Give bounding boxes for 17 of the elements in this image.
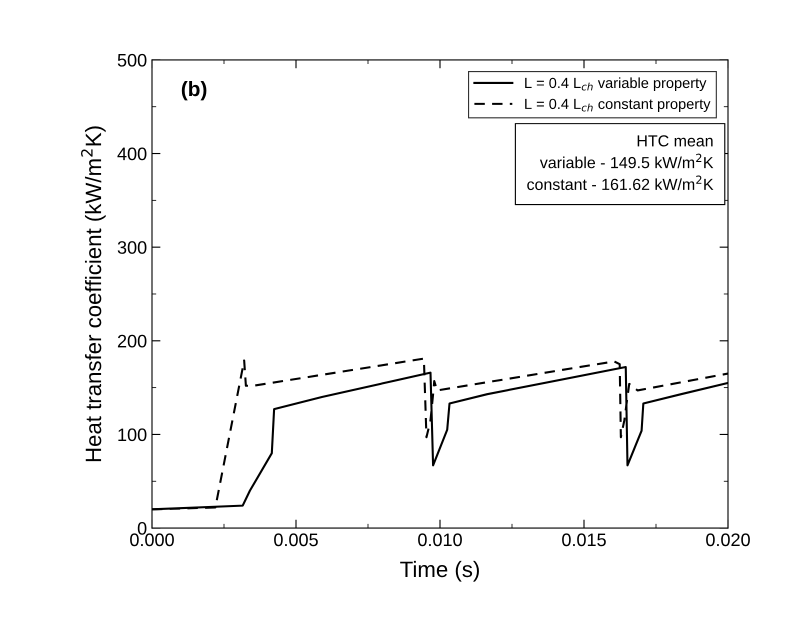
x-tick-label: 0.010 [418,533,462,546]
y-tick-label: 300 [118,241,146,254]
y-tick-label: 100 [118,428,146,442]
y-tick-label: 0 [138,522,146,535]
x-axis-title: Time (s) [400,560,479,582]
x-tick-label: 0.015 [562,533,606,546]
legend-label: L = 0.4 L$_{ch}$ variable property [525,77,706,91]
x-tick-label: 0.005 [274,533,318,546]
y-axis-title: Heat transfer coefficient (kW/m$^{2}$K) [81,126,106,462]
annotation: HTC mean variable - 149.5 kW/m$^{2}$K constant - 161.62 kW/m$^{2}$K [527,135,714,190]
y-tick-label: 500 [118,54,146,67]
legend-label: L = 0.4 L$_{ch}$ constant property [525,98,710,112]
y-tick-label: 200 [118,334,146,348]
x-tick-label: 0.020 [706,533,750,546]
y-tick-label: 400 [117,147,146,160]
x-tick-label: 0.000 [130,533,174,546]
annotation: (b) [182,80,206,100]
